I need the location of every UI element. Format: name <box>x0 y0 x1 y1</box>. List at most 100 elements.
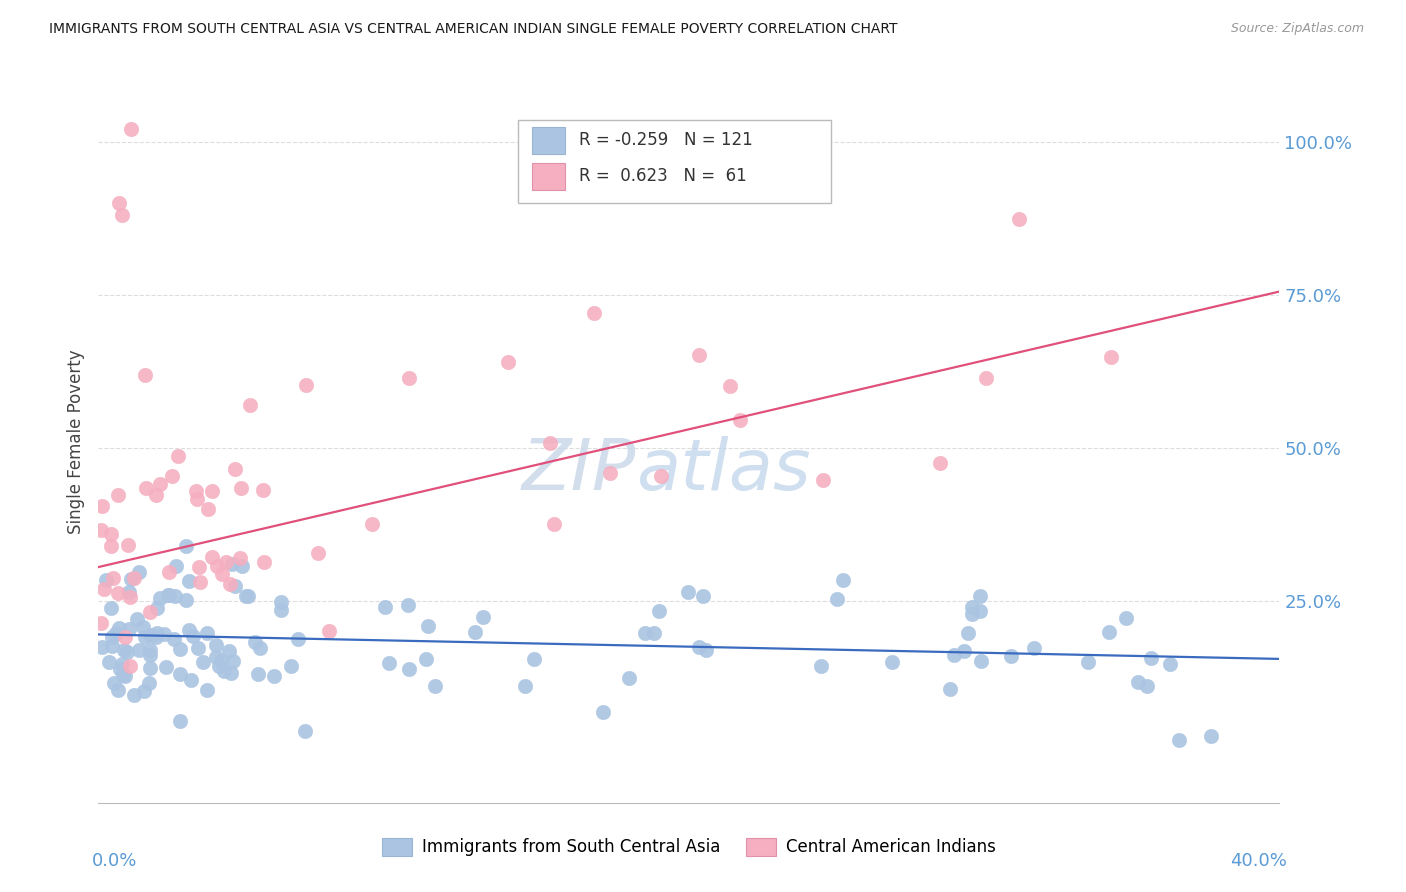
Point <box>107 585 129 599</box>
Point <box>650 469 672 483</box>
Point <box>111 657 134 671</box>
Point <box>128 565 150 579</box>
Point <box>810 659 832 673</box>
Point <box>1140 651 1163 665</box>
Point <box>100 527 122 541</box>
Point <box>398 662 420 676</box>
Point <box>90 615 112 630</box>
Point <box>120 122 142 136</box>
Point <box>249 640 271 655</box>
Point <box>270 603 292 617</box>
Point <box>145 488 167 502</box>
Point <box>104 626 127 640</box>
Point <box>107 488 129 502</box>
Point <box>107 683 129 698</box>
Point <box>114 669 136 683</box>
Point <box>1115 610 1137 624</box>
Point <box>825 592 848 607</box>
Point <box>718 378 741 392</box>
Point <box>112 668 135 682</box>
Point <box>108 662 131 676</box>
Point <box>162 468 184 483</box>
Point <box>235 589 257 603</box>
Point <box>688 640 710 654</box>
Point <box>195 682 218 697</box>
Point <box>115 645 138 659</box>
Point <box>139 661 162 675</box>
Point <box>592 705 614 719</box>
Point <box>942 648 965 663</box>
Point <box>111 208 134 222</box>
Point <box>157 588 180 602</box>
Point <box>221 558 243 572</box>
Point <box>188 574 211 589</box>
Point <box>238 398 260 412</box>
Point <box>149 477 172 491</box>
Point <box>91 640 114 655</box>
Point <box>181 629 204 643</box>
FancyBboxPatch shape <box>517 120 831 203</box>
Point <box>118 591 141 605</box>
Point <box>374 600 396 615</box>
Point <box>112 643 135 657</box>
Point <box>1099 350 1122 364</box>
Point <box>135 481 157 495</box>
Point <box>201 484 224 499</box>
Point <box>425 679 447 693</box>
Point <box>100 601 122 615</box>
Point <box>692 589 714 603</box>
Point <box>270 595 292 609</box>
Point <box>231 481 253 495</box>
Point <box>209 654 232 668</box>
Point <box>96 574 118 588</box>
Point <box>308 546 330 560</box>
Point <box>880 655 903 669</box>
Point <box>103 571 125 585</box>
Point <box>515 679 537 693</box>
Point <box>139 643 162 657</box>
Point <box>103 675 125 690</box>
Point <box>1135 679 1157 693</box>
Point <box>139 605 162 619</box>
Point <box>287 632 309 647</box>
Point <box>398 371 420 385</box>
Point <box>169 714 191 729</box>
Point <box>139 628 162 642</box>
Point <box>678 585 700 599</box>
Point <box>974 370 997 384</box>
Point <box>93 582 115 596</box>
Point <box>378 657 401 671</box>
Point <box>523 651 546 665</box>
Text: atlas: atlas <box>636 436 810 505</box>
Point <box>204 638 226 652</box>
Point <box>224 579 246 593</box>
Point <box>163 632 186 646</box>
Point <box>295 377 318 392</box>
Point <box>114 630 136 644</box>
Point <box>118 622 141 636</box>
Point <box>91 500 114 514</box>
Text: R = -0.259   N = 121: R = -0.259 N = 121 <box>579 131 752 149</box>
Point <box>197 501 219 516</box>
Point <box>179 623 201 637</box>
Point <box>157 566 180 580</box>
Text: Source: ZipAtlas.com: Source: ZipAtlas.com <box>1230 22 1364 36</box>
Point <box>928 456 950 470</box>
Point <box>125 612 148 626</box>
Point <box>1008 212 1031 227</box>
Text: 40.0%: 40.0% <box>1230 852 1286 870</box>
Point <box>120 572 142 586</box>
Point <box>155 660 177 674</box>
Point <box>360 516 382 531</box>
Point <box>396 598 419 612</box>
Point <box>118 658 141 673</box>
Point <box>695 642 717 657</box>
Legend: Immigrants from South Central Asia, Central American Indians: Immigrants from South Central Asia, Cent… <box>375 831 1002 863</box>
Point <box>107 195 129 210</box>
Point <box>247 666 270 681</box>
Point <box>187 640 209 655</box>
Point <box>418 619 440 633</box>
Point <box>134 683 156 698</box>
Point <box>231 558 253 573</box>
Point <box>138 676 160 690</box>
